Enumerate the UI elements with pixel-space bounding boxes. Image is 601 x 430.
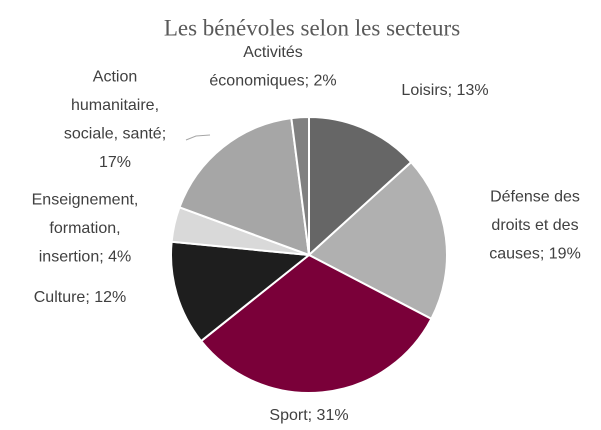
data-label: Activités économiques; 2% (209, 44, 336, 90)
data-label: Sport; 31% (269, 407, 348, 424)
pie-slice (307, 160, 448, 321)
data-label: Action humanitaire, sociale, santé; 17% (64, 68, 166, 171)
chart-title: Les bénévoles selon les secteurs (164, 15, 460, 40)
pie-slice (290, 115, 310, 256)
pie-slice (308, 115, 413, 258)
data-label: Loisirs; 13% (401, 82, 488, 99)
data-label: Culture; 12% (34, 289, 127, 306)
data-label: Défense des droits et des causes; 19% (489, 189, 581, 263)
slices (170, 115, 448, 394)
leader-line (185, 134, 211, 141)
pie-slice (170, 240, 312, 343)
pie-slice (199, 253, 433, 394)
pie-slice (178, 117, 311, 257)
labels: Loisirs; 13% Défense des droits et des caus… (32, 44, 581, 424)
data-label: Enseignement, formation, insertion; 4% (32, 192, 139, 266)
